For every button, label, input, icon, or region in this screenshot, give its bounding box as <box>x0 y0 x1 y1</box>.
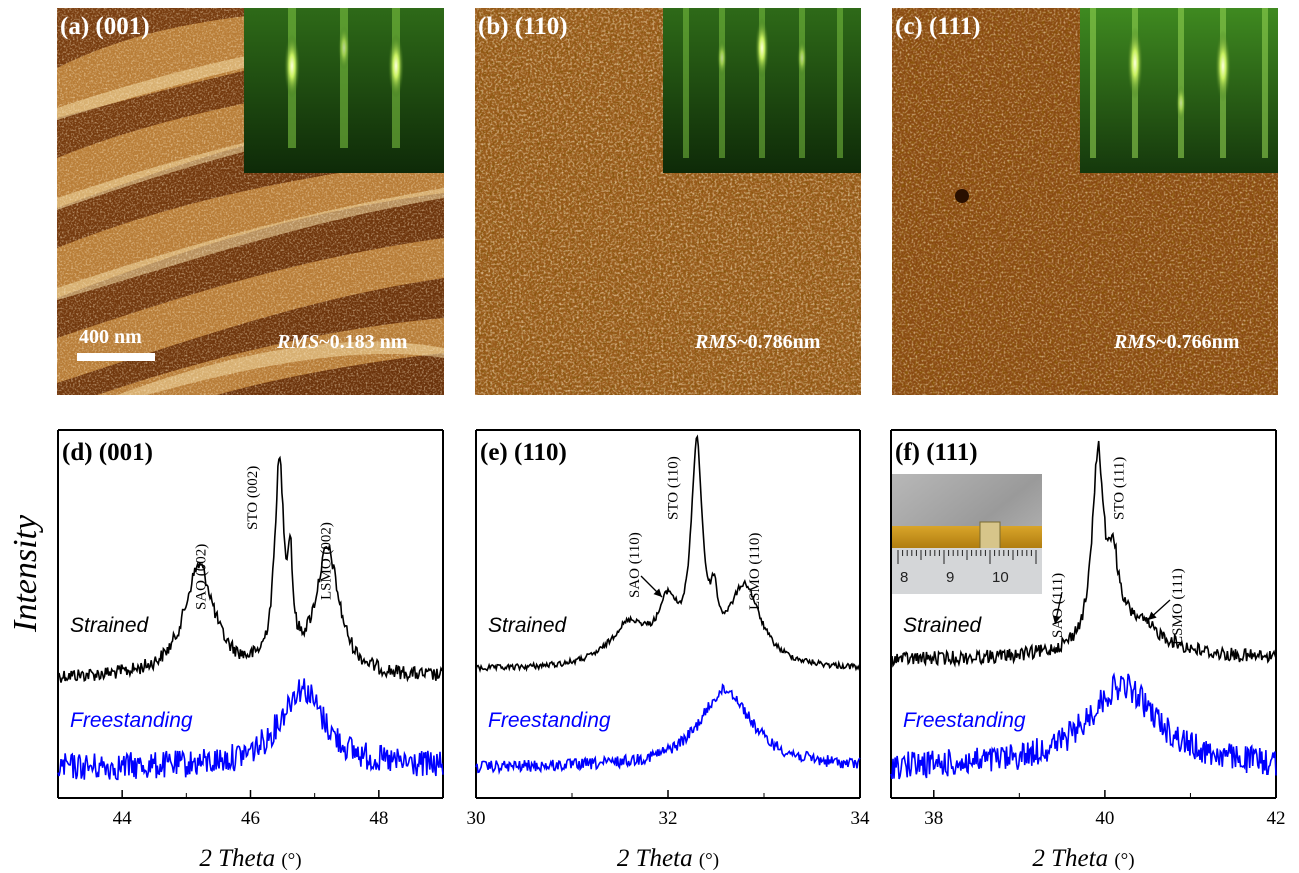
peak-annotation: SAO (002) <box>194 544 210 610</box>
peak-annotation: LSMO (111) <box>1170 568 1186 645</box>
xrd-panel-d: 44 46 48 (d) (001) 2 Theta (°) Strained Freest… <box>57 429 444 872</box>
panel-label: (d) (001) <box>62 439 153 466</box>
afm-panel-label-a: (a) (001) <box>60 13 150 40</box>
peak-annotation: LSMO (110) <box>747 533 763 610</box>
series-label: Freestanding <box>903 709 1026 732</box>
rms-label-a: RMS~0.183 nm <box>277 331 408 353</box>
peak-annotation: STO (002) <box>245 466 261 530</box>
ruler-tick-label: 9 <box>946 569 954 586</box>
x-tick-label: 38 <box>924 808 943 829</box>
peak-annotation: STO (111) <box>1112 457 1128 520</box>
y-axis-label: Intensity <box>7 514 44 632</box>
x-tick-label: 42 <box>1267 808 1286 829</box>
x-tick-label: 30 <box>467 808 486 829</box>
strained-curve <box>890 440 1277 668</box>
peak-annotation: LSMO (002) <box>319 522 335 600</box>
x-tick-label: 34 <box>851 808 871 829</box>
freestanding-curve <box>57 678 444 781</box>
series-label: Freestanding <box>70 709 193 732</box>
x-tick-label: 40 <box>1095 808 1114 829</box>
strained-curve <box>57 455 444 683</box>
series-label: Freestanding <box>488 709 611 732</box>
xrd-panel-e: 30 32 34 (e) (110) 2 Theta (°) Strained Freest… <box>467 429 871 872</box>
annotation-arrow <box>1147 599 1171 621</box>
scale-bar <box>77 353 155 361</box>
x-axis-label: 2 Theta (°) <box>199 845 301 872</box>
x-tick-label: 32 <box>659 808 678 829</box>
peak-annotation: SAO (110) <box>627 532 643 598</box>
annotation-arrow <box>1052 591 1063 625</box>
series-label: Strained <box>488 614 568 637</box>
ruler-tick-label: 8 <box>900 569 908 586</box>
afm-image-b: (b) (110) RMS~0.786nm <box>475 8 861 395</box>
x-tick-label: 48 <box>369 808 388 829</box>
afm-image-a: (a) (001) 400 nm RMS~0.183 nm <box>57 8 444 395</box>
afm-image-c: (c) (111) RMS~0.766nm <box>892 8 1278 395</box>
x-axis-label: 2 Theta (°) <box>1032 845 1134 872</box>
xrd-charts: 44 46 48 (d) (001) 2 Theta (°) Strained Freest… <box>57 429 1286 872</box>
sample-photo-inset: 8 9 10 <box>892 474 1042 594</box>
strained-curve <box>475 434 861 673</box>
freestanding-curve <box>475 683 861 775</box>
rms-label-b: RMS~0.786nm <box>695 331 821 353</box>
xrd-panel-f: 38 40 42 (f) (111) 2 Theta (°) Strained Freest… <box>890 429 1286 872</box>
rheed-inset-b <box>663 8 861 173</box>
x-tick-label: 44 <box>113 808 133 829</box>
panel-label: (f) (111) <box>895 439 978 466</box>
rheed-inset-c <box>1080 8 1278 173</box>
peak-annotation: SAO (111) <box>1050 573 1066 638</box>
series-label: Strained <box>903 614 983 637</box>
afm-panel-label-b: (b) (110) <box>478 13 568 40</box>
afm-panel-label-c: (c) (111) <box>895 13 981 40</box>
freestanding-curve <box>890 672 1277 780</box>
series-label: Strained <box>70 614 150 637</box>
x-axis-label: 2 Theta (°) <box>617 845 719 872</box>
x-tick-label: 46 <box>241 808 260 829</box>
panel-label: (e) (110) <box>480 439 567 466</box>
annotation-arrow <box>640 575 663 598</box>
rms-label-c: RMS~0.766nm <box>1114 331 1240 353</box>
ruler-tick-label: 10 <box>992 569 1009 586</box>
peak-annotation: STO (110) <box>666 456 682 520</box>
rheed-inset-a <box>244 8 444 173</box>
scale-bar-label: 400 nm <box>79 326 142 348</box>
